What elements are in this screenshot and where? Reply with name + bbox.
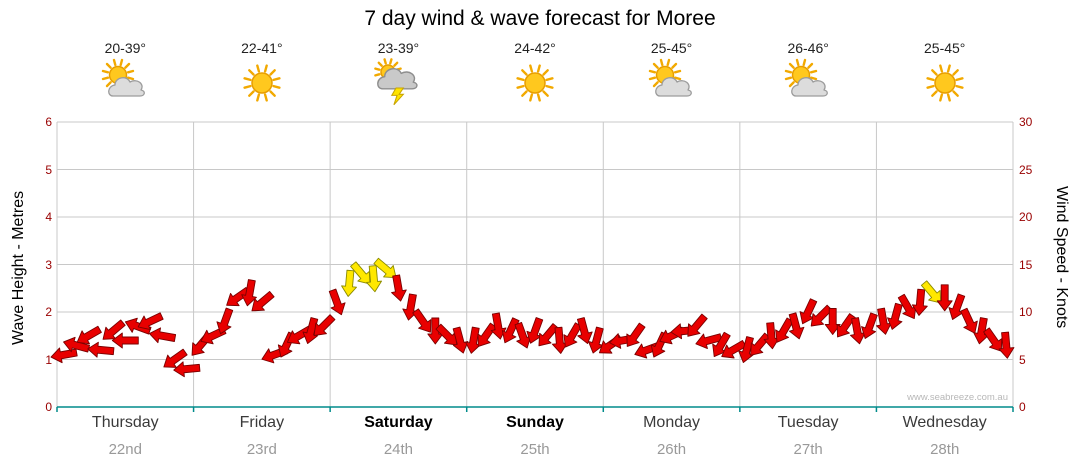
wind-arrow	[849, 317, 866, 345]
wind-arrow	[350, 261, 371, 285]
wind-arrow	[313, 314, 336, 336]
wind-arrow	[87, 341, 115, 358]
wind-arrow	[412, 308, 432, 333]
wind-arrow	[76, 325, 102, 345]
wind-arrow	[241, 279, 257, 307]
wind-arrow	[526, 317, 544, 344]
wind-arrow	[577, 317, 593, 345]
wind-arrow	[563, 322, 582, 348]
wind-arrow	[427, 317, 444, 345]
wind-arrow	[750, 332, 771, 356]
wind-arrow	[875, 307, 892, 335]
wind-arrow	[163, 348, 188, 368]
wind-arrow	[887, 302, 903, 330]
wind-arrow	[514, 321, 532, 349]
wind-arrow	[920, 280, 942, 304]
wind-arrow	[173, 361, 201, 378]
wind-arrow	[810, 304, 833, 327]
wind-arrow	[687, 313, 708, 337]
wind-arrow	[373, 257, 397, 279]
wind-arrow	[738, 336, 754, 364]
wind-arrow	[216, 307, 234, 335]
wind-arrow	[148, 327, 177, 344]
wind-arrow	[960, 307, 978, 334]
wind-arrow	[501, 317, 520, 344]
wind-arrow	[695, 333, 723, 349]
wind-arrow	[538, 323, 559, 347]
wind-arrow	[341, 269, 357, 297]
wind-arrow	[911, 288, 928, 316]
chart-title: 7 day wind & wave forecast for Moree	[364, 7, 716, 30]
wind-arrow	[391, 274, 407, 302]
wind-arrow	[775, 317, 794, 343]
wind-arrow	[435, 323, 458, 346]
wind-arrow	[712, 331, 731, 358]
wind-arrow	[328, 288, 346, 316]
wind-arrow	[111, 332, 139, 349]
wind-arrow	[721, 340, 747, 359]
wind-arrow	[836, 313, 856, 338]
x-axis-line	[56, 406, 1014, 412]
wind-arrow	[366, 265, 382, 293]
wind-arrows	[50, 257, 1015, 378]
wind-arrow	[788, 312, 805, 340]
watermark: www.seabreeze.com.au	[907, 392, 1008, 403]
wind-arrow	[588, 326, 604, 354]
wind-arrow	[948, 293, 966, 320]
left-axis-title: Wave Height - Metres	[10, 190, 27, 345]
gridlines	[56, 121, 1014, 407]
wind-arrow	[626, 322, 646, 347]
wind-arrow	[763, 322, 780, 350]
wind-arrow	[286, 325, 313, 345]
wind-arrow	[102, 319, 126, 340]
wind-arrow	[477, 322, 497, 347]
wind-arrow	[861, 312, 878, 339]
wind-arrow	[226, 287, 251, 307]
wind-arrow	[465, 326, 481, 354]
wind-arrow	[452, 326, 469, 354]
wind-arrow	[137, 312, 164, 331]
right-axis-title: Wind Speed - Knots	[1053, 186, 1070, 329]
wind-arrow	[551, 326, 568, 354]
wind-arrow	[998, 331, 1015, 359]
wind-arrow	[936, 284, 953, 312]
wind-arrow	[251, 291, 275, 312]
wind-arrow	[63, 336, 91, 353]
wind-arrow	[983, 327, 1003, 352]
wind-arrow	[897, 293, 917, 320]
